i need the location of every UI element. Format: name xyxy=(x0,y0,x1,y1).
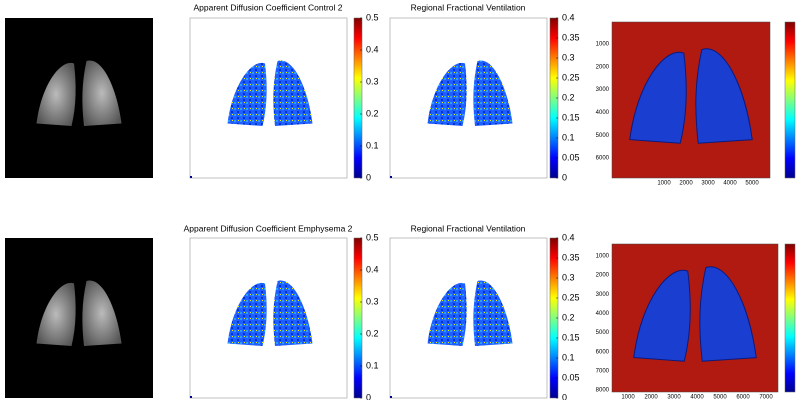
colorbar-label: 0.5 xyxy=(366,232,379,242)
colorbar-label: 0 xyxy=(562,172,567,182)
colorbar-label: 0.1 xyxy=(366,140,379,150)
colorbar-label: 0.3 xyxy=(366,76,379,86)
lung-right xyxy=(273,280,313,346)
lung-left xyxy=(427,282,467,346)
colorbar-label: 0.4 xyxy=(366,44,379,54)
lung-left xyxy=(227,282,267,346)
panel-title: Apparent Diffusion Coefficient Control 2 xyxy=(194,2,343,12)
colorbar xyxy=(784,243,796,393)
colorbar-label: 0.35 xyxy=(562,32,580,42)
y-tick-label: 3000 xyxy=(596,292,610,298)
panel-title: Regional Fractional Ventilation xyxy=(411,2,526,12)
colorbar-label: 0.1 xyxy=(562,132,575,142)
y-tick-label: 3000 xyxy=(596,87,610,93)
y-tick-label: 4000 xyxy=(596,110,610,116)
origin-dot xyxy=(190,176,192,178)
colorbar-label: 0.1 xyxy=(366,360,379,370)
lung-right xyxy=(699,266,757,362)
colorbar-label: 0.2 xyxy=(366,108,379,118)
origin-dot xyxy=(390,396,392,398)
y-tick-label: 8000 xyxy=(596,388,610,394)
y-tick-label: 6000 xyxy=(596,349,610,355)
colorbar-label: 0.1 xyxy=(562,352,575,362)
param-map xyxy=(611,243,779,393)
colorbar-label: 0.3 xyxy=(562,272,575,282)
lung-right xyxy=(82,280,122,346)
y-tick-label: 5000 xyxy=(596,330,610,336)
mri-image xyxy=(5,238,153,398)
lung-left xyxy=(633,269,691,362)
y-tick-label: 1000 xyxy=(596,254,610,260)
x-tick-label: 2000 xyxy=(644,395,658,400)
map-frame xyxy=(189,17,348,179)
lung-left xyxy=(36,62,76,126)
colorbar-label: 0.3 xyxy=(562,52,575,62)
lung-left xyxy=(629,51,687,144)
x-tick-label: 4000 xyxy=(690,395,704,400)
colorbar-label: 0.25 xyxy=(562,292,580,302)
colorbar-label: 0.2 xyxy=(562,92,575,102)
x-tick-label: 7000 xyxy=(759,395,773,400)
x-tick-label: 6000 xyxy=(736,395,750,400)
colorbar xyxy=(353,17,363,179)
x-tick-label: 1000 xyxy=(621,395,635,400)
colorbar-label: 0.3 xyxy=(366,296,379,306)
colorbar-label: 0.2 xyxy=(366,328,379,338)
colorbar-label: 0.25 xyxy=(562,72,580,82)
y-tick-label: 2000 xyxy=(596,273,610,279)
colorbar-label: 0 xyxy=(366,172,371,182)
x-tick-label: 2000 xyxy=(679,181,693,187)
map-frame xyxy=(189,237,348,399)
y-tick-label: 1000 xyxy=(596,42,610,48)
y-tick-label: 7000 xyxy=(596,368,610,374)
colorbar-label: 0.05 xyxy=(562,372,580,382)
colorbar-label: 0.2 xyxy=(562,312,575,322)
x-tick-label: 5000 xyxy=(713,395,727,400)
lung-right xyxy=(473,60,513,127)
lung-right xyxy=(473,280,513,346)
y-tick-label: 2000 xyxy=(596,64,610,70)
lung-left xyxy=(427,62,467,126)
colorbar-label: 0.4 xyxy=(562,232,575,242)
panel-title: Regional Fractional Ventilation xyxy=(411,223,526,233)
mri-image xyxy=(5,18,153,178)
x-tick-label: 4000 xyxy=(723,181,737,187)
y-tick-label: 6000 xyxy=(596,156,610,162)
panel-title: Apparent Diffusion Coefficient Emphysema… xyxy=(184,223,353,233)
colorbar-label: 0 xyxy=(562,392,567,400)
colorbar-label: 0.15 xyxy=(562,112,580,122)
colorbar-label: 0.05 xyxy=(562,152,580,162)
colorbar xyxy=(784,21,796,179)
y-tick-label: 4000 xyxy=(596,311,610,317)
y-tick-label: 5000 xyxy=(596,133,610,139)
colorbar-label: 0.4 xyxy=(366,264,379,274)
origin-dot xyxy=(190,396,192,398)
colorbar xyxy=(353,237,363,399)
param-map xyxy=(611,21,771,179)
map-frame xyxy=(389,237,548,399)
lung-right xyxy=(82,60,122,127)
x-tick-label: 3000 xyxy=(667,395,681,400)
lung-left xyxy=(36,282,76,346)
x-tick-label: 5000 xyxy=(745,181,759,187)
lung-right xyxy=(273,60,313,127)
lung-left xyxy=(227,62,267,126)
lung-right xyxy=(695,48,753,144)
colorbar-label: 0.35 xyxy=(562,252,580,262)
colorbar-label: 0.15 xyxy=(562,332,580,342)
map-frame xyxy=(389,17,548,179)
x-tick-label: 3000 xyxy=(701,181,715,187)
colorbar-label: 0 xyxy=(366,392,371,400)
colorbar-label: 0.5 xyxy=(366,12,379,22)
x-tick-label: 1000 xyxy=(657,181,671,187)
origin-dot xyxy=(390,176,392,178)
colorbar-label: 0.4 xyxy=(562,12,575,22)
